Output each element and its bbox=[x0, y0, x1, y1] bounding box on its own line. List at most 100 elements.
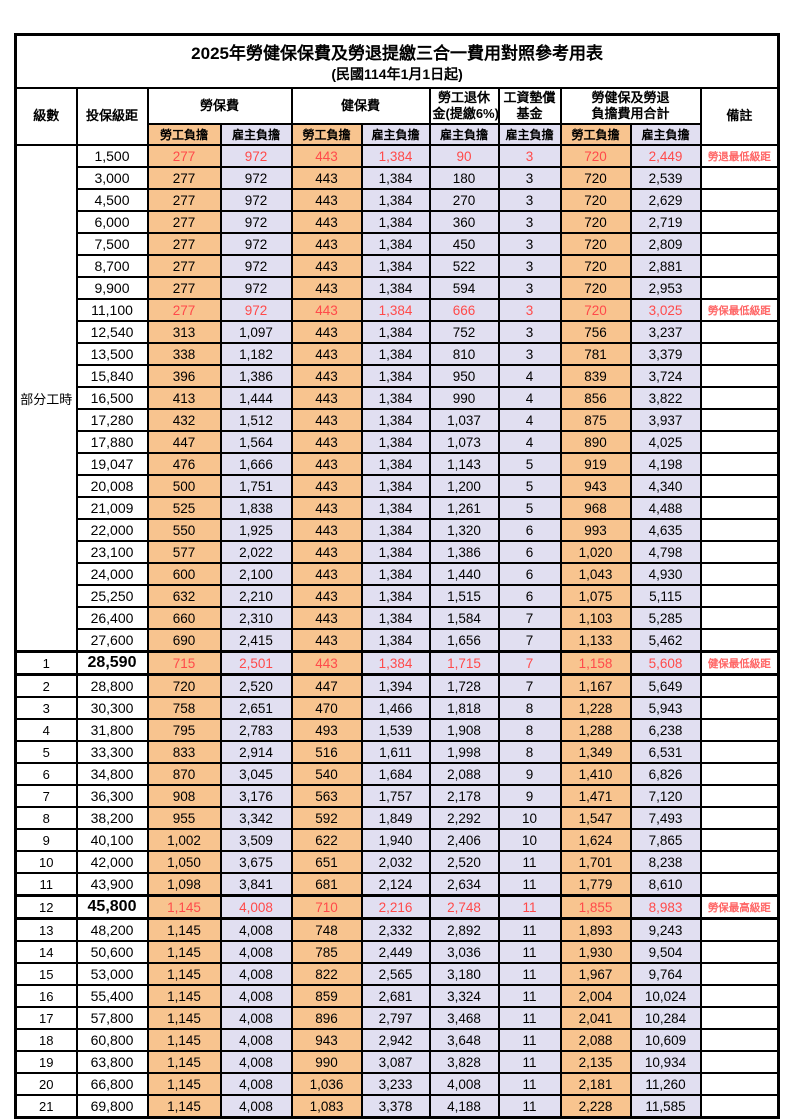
cell-pension-employer: 3,828 bbox=[428, 1050, 500, 1074]
header-wage-fund-line2: 基金 bbox=[516, 106, 543, 121]
cell-health-employer: 1,384 bbox=[360, 276, 431, 300]
header-total-line2: 負擔費用合計 bbox=[591, 106, 670, 121]
header-wage-fund: 工資墊償 基金 bbox=[497, 87, 562, 125]
cell-pension-employer: 522 bbox=[428, 254, 500, 278]
table-row: 9,900 277 972 443 1,384 594 3 720 2,953 bbox=[16, 276, 780, 300]
table-row: 12,540 313 1,097 443 1,384 752 3 756 3,237 bbox=[16, 320, 780, 344]
cell-total-employer: 3,937 bbox=[629, 408, 702, 432]
cell-total-employer: 2,719 bbox=[629, 210, 702, 234]
table-row: 18 60,800 1,145 4,008 943 2,942 3,648 11 2,088 10… bbox=[14, 1028, 780, 1052]
cell-health-employer: 1,384 bbox=[360, 452, 431, 476]
header-note: 備註 bbox=[699, 87, 780, 146]
cell-health-employee: 443 bbox=[290, 166, 363, 190]
header-salary-bracket: 投保級距 bbox=[75, 87, 149, 146]
cell-labor-employee: 396 bbox=[146, 364, 222, 388]
cell-note bbox=[699, 562, 780, 586]
table-row: 19,047 476 1,666 443 1,384 1,143 5 919 4,198 bbox=[16, 452, 780, 476]
table-row: 7,500 277 972 443 1,384 450 3 720 2,809 bbox=[16, 232, 780, 256]
cell-wage-fund-employer: 9 bbox=[497, 762, 562, 786]
cell-labor-employer: 2,415 bbox=[219, 628, 293, 653]
cell-health-employer: 1,384 bbox=[360, 342, 431, 366]
cell-health-employer: 1,384 bbox=[360, 166, 431, 190]
cell-salary-bracket: 22,000 bbox=[75, 518, 149, 542]
cell-health-employee: 1,036 bbox=[290, 1072, 363, 1096]
cell-note bbox=[699, 474, 780, 498]
cell-level: 1 bbox=[14, 650, 78, 676]
cell-note bbox=[699, 673, 780, 698]
cell-pension-employer: 1,818 bbox=[428, 696, 500, 720]
cell-labor-employee: 277 bbox=[146, 298, 222, 322]
cell-total-employee: 2,088 bbox=[559, 1028, 632, 1052]
cell-pension-employer: 1,515 bbox=[428, 584, 500, 608]
header-wage-fund-line1: 工資墊償 bbox=[503, 89, 556, 105]
cell-total-employer: 5,462 bbox=[629, 628, 702, 653]
cell-total-employee: 720 bbox=[559, 276, 632, 300]
cell-salary-bracket: 11,100 bbox=[75, 298, 149, 322]
cell-salary-bracket: 9,900 bbox=[75, 276, 149, 300]
cell-health-employer: 1,384 bbox=[360, 232, 431, 256]
cell-labor-employer: 1,444 bbox=[219, 386, 293, 410]
cell-salary-bracket: 57,800 bbox=[75, 1006, 149, 1030]
cell-salary-bracket: 6,000 bbox=[75, 210, 149, 234]
cell-total-employer: 3,822 bbox=[629, 386, 702, 410]
cell-labor-employer: 1,564 bbox=[219, 430, 293, 454]
cell-note bbox=[699, 276, 780, 300]
cell-labor-employee: 447 bbox=[146, 430, 222, 454]
cell-level: 8 bbox=[14, 806, 78, 830]
cell-salary-bracket: 45,800 bbox=[75, 894, 149, 920]
cell-total-employee: 1,893 bbox=[559, 917, 632, 942]
cell-labor-employee: 795 bbox=[146, 718, 222, 742]
header-total-employee: 勞工負擔 bbox=[559, 123, 632, 146]
cell-note bbox=[699, 984, 780, 1008]
cell-health-employer: 1,384 bbox=[360, 430, 431, 454]
cell-pension-employer: 1,656 bbox=[428, 628, 500, 653]
cell-health-employer: 1,384 bbox=[360, 650, 431, 676]
cell-note bbox=[699, 342, 780, 366]
cell-total-employee: 1,547 bbox=[559, 806, 632, 830]
table-row: 17,280 432 1,512 443 1,384 1,037 4 875 3,937 bbox=[16, 408, 780, 432]
cell-note bbox=[699, 364, 780, 388]
table-row: 23,100 577 2,022 443 1,384 1,386 6 1,020 4,798 bbox=[16, 540, 780, 564]
header-health-insurance: 健保費 bbox=[290, 87, 431, 125]
header-total-line1: 勞健保及勞退 bbox=[591, 89, 670, 105]
cell-pension-employer: 360 bbox=[428, 210, 500, 234]
cell-total-employer: 2,539 bbox=[629, 166, 702, 190]
cell-level: 12 bbox=[14, 894, 78, 920]
cell-health-employee: 443 bbox=[290, 540, 363, 564]
cell-level: 7 bbox=[14, 784, 78, 808]
cell-pension-employer: 1,200 bbox=[428, 474, 500, 498]
cell-health-employee: 990 bbox=[290, 1050, 363, 1074]
cell-pension-employer: 2,088 bbox=[428, 762, 500, 786]
cell-health-employer: 1,384 bbox=[360, 144, 431, 168]
cell-total-employee: 720 bbox=[559, 166, 632, 190]
cell-total-employee: 720 bbox=[559, 188, 632, 212]
cell-note bbox=[699, 850, 780, 874]
cell-note bbox=[699, 232, 780, 256]
table-row: 24,000 600 2,100 443 1,384 1,440 6 1,043 4,930 bbox=[16, 562, 780, 586]
cell-total-employee: 1,930 bbox=[559, 940, 632, 964]
table-row: 3,000 277 972 443 1,384 180 3 720 2,539 bbox=[16, 166, 780, 190]
cell-health-employee: 443 bbox=[290, 188, 363, 212]
table-row: 22,000 550 1,925 443 1,384 1,320 6 993 4,635 bbox=[16, 518, 780, 542]
cell-total-employer: 3,237 bbox=[629, 320, 702, 344]
cell-labor-employee: 1,145 bbox=[146, 1050, 222, 1074]
cell-wage-fund-employer: 3 bbox=[497, 188, 562, 212]
cell-health-employer: 1,384 bbox=[360, 474, 431, 498]
level-group-part-time-cell: 部分工時 bbox=[14, 144, 78, 653]
cell-pension-employer: 3,180 bbox=[428, 962, 500, 986]
table-row: 6 34,800 870 3,045 540 1,684 2,088 9 1,410 6,826 bbox=[14, 762, 780, 786]
table-row: 13,500 338 1,182 443 1,384 810 3 781 3,379 bbox=[16, 342, 780, 366]
cell-note bbox=[699, 408, 780, 432]
cell-wage-fund-employer: 9 bbox=[497, 784, 562, 808]
cell-level: 15 bbox=[14, 962, 78, 986]
cell-total-employee: 2,228 bbox=[559, 1094, 632, 1119]
cell-total-employee: 1,410 bbox=[559, 762, 632, 786]
cell-health-employer: 1,384 bbox=[360, 496, 431, 520]
cell-labor-employer: 972 bbox=[219, 188, 293, 212]
cell-labor-employee: 277 bbox=[146, 276, 222, 300]
cell-wage-fund-employer: 11 bbox=[497, 1072, 562, 1096]
cell-health-employee: 443 bbox=[290, 628, 363, 653]
cell-total-employer: 6,826 bbox=[629, 762, 702, 786]
table-row: 25,250 632 2,210 443 1,384 1,515 6 1,075 5,115 bbox=[16, 584, 780, 608]
cell-health-employee: 563 bbox=[290, 784, 363, 808]
